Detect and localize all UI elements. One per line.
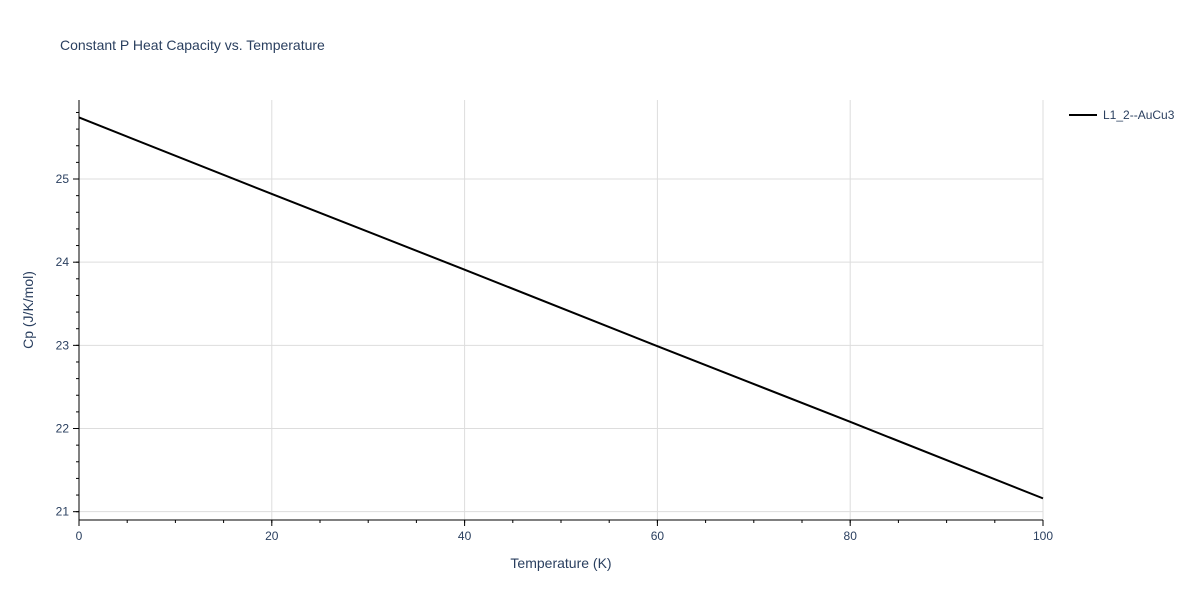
y-axis-title: Cp (J/K/mol) [20,271,36,349]
x-tick-label: 60 [651,529,665,543]
y-tick-label: 25 [56,172,70,186]
x-tick-label: 80 [844,529,858,543]
x-tick-label: 40 [458,529,472,543]
series-layer [78,116,1044,500]
y-tick-label: 23 [56,338,70,352]
grid-layer [79,100,1044,520]
series-line[interactable] [78,116,1044,500]
ticks-layer: 0 20 40 60 80 100 21 22 23 24 25 [56,111,1053,543]
y-tick-label: 24 [56,255,70,269]
x-tick-label: 0 [76,529,83,543]
x-axis-title: Temperature (K) [510,555,611,571]
x-tick-label: 100 [1033,529,1053,543]
legend-label[interactable]: L1_2--AuCu3 [1103,108,1175,122]
y-tick-label: 21 [56,505,70,519]
x-tick-label: 20 [265,529,279,543]
chart-title: Constant P Heat Capacity vs. Temperature [60,37,325,53]
axes-layer [78,100,1043,521]
legend[interactable]: L1_2--AuCu3 [1069,108,1175,122]
y-tick-label: 22 [56,422,70,436]
